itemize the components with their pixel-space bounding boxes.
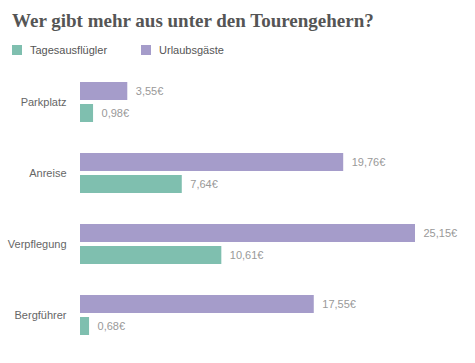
svg-text:3,55€: 3,55€ xyxy=(136,85,164,97)
html-text:Wer gibt mehr aus unter den To: Wer gibt mehr aus unter den Tourengehern… xyxy=(12,10,374,31)
svg-text:Anreise: Anreise xyxy=(29,167,66,179)
svg-text:Parkplatz: Parkplatz xyxy=(21,96,67,108)
svg-text:10,61€: 10,61€ xyxy=(230,249,264,261)
svg-text:19,76€: 19,76€ xyxy=(352,156,386,168)
svg-text:7,64€: 7,64€ xyxy=(190,178,218,190)
html-text:Urlaubsgäste: Urlaubsgäste xyxy=(159,44,224,56)
svg-text:Bergführer: Bergführer xyxy=(15,309,67,321)
svg-text:17,55€: 17,55€ xyxy=(322,298,356,310)
html-text:Tagesausflügler: Tagesausflügler xyxy=(30,44,108,56)
svg-text:0,98€: 0,98€ xyxy=(102,107,130,119)
svg-text:0,68€: 0,68€ xyxy=(98,320,126,332)
svg-text:25,15€: 25,15€ xyxy=(424,227,458,239)
svg-text:Verpflegung: Verpflegung xyxy=(8,238,67,250)
